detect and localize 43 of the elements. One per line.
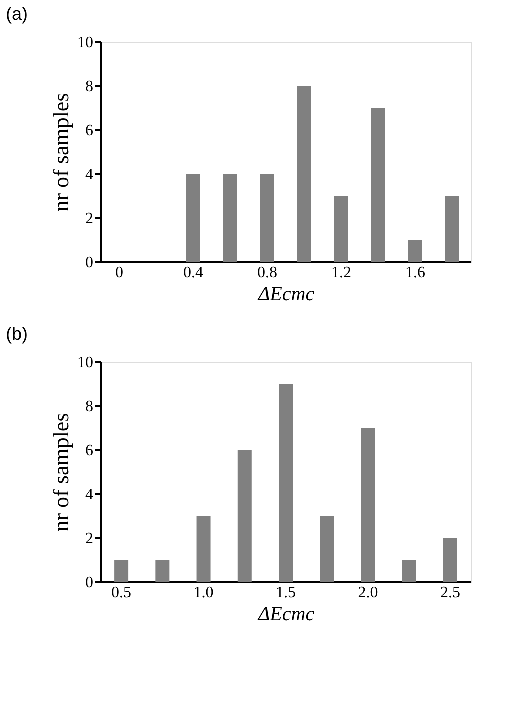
bar bbox=[156, 560, 170, 582]
chart-title: (b) bbox=[6, 324, 28, 344]
bar bbox=[320, 516, 334, 582]
y-tick-label: 8 bbox=[86, 398, 94, 416]
bar bbox=[372, 108, 386, 262]
y-tick-label: 4 bbox=[86, 166, 94, 184]
x-tick-label: 1.2 bbox=[332, 264, 352, 282]
y-axis-title: nr of samples bbox=[48, 413, 74, 532]
bar bbox=[238, 450, 252, 582]
y-tick-label: 6 bbox=[86, 442, 94, 460]
bar bbox=[186, 174, 200, 262]
bar bbox=[114, 560, 129, 582]
x-tick-label: 2.0 bbox=[358, 584, 378, 602]
x-tick-label: 0.8 bbox=[258, 264, 278, 282]
x-axis-title: ΔEcmc bbox=[257, 284, 315, 306]
bar bbox=[260, 174, 274, 262]
x-tick-label: 1.6 bbox=[406, 264, 426, 282]
y-axis-title: nr of samples bbox=[48, 93, 74, 212]
x-tick-label: 0.4 bbox=[184, 264, 204, 282]
y-tick-label: 8 bbox=[86, 78, 94, 96]
bar bbox=[334, 196, 348, 262]
y-tick-label: 10 bbox=[78, 354, 94, 372]
bar bbox=[443, 538, 458, 582]
bar bbox=[408, 240, 422, 262]
bar bbox=[279, 384, 293, 582]
bar bbox=[196, 516, 211, 582]
bar bbox=[361, 428, 376, 582]
x-tick-label: 0.5 bbox=[112, 584, 132, 602]
x-axis-title: ΔEcmc bbox=[257, 604, 315, 626]
x-tick-label: 1.5 bbox=[276, 584, 296, 602]
x-tick-label: 2.5 bbox=[440, 584, 460, 602]
y-tick-label: 6 bbox=[86, 122, 94, 140]
bar bbox=[402, 560, 416, 582]
y-tick-label: 4 bbox=[86, 486, 94, 504]
chart-title: (a) bbox=[6, 4, 28, 24]
bar bbox=[446, 196, 460, 262]
x-tick-label: 0 bbox=[116, 264, 124, 282]
bar bbox=[298, 86, 312, 262]
x-tick-label: 1.0 bbox=[194, 584, 214, 602]
y-tick-label: 2 bbox=[86, 530, 94, 548]
y-tick-label: 10 bbox=[78, 34, 94, 52]
y-tick-label: 2 bbox=[86, 210, 94, 228]
bar bbox=[224, 174, 238, 262]
